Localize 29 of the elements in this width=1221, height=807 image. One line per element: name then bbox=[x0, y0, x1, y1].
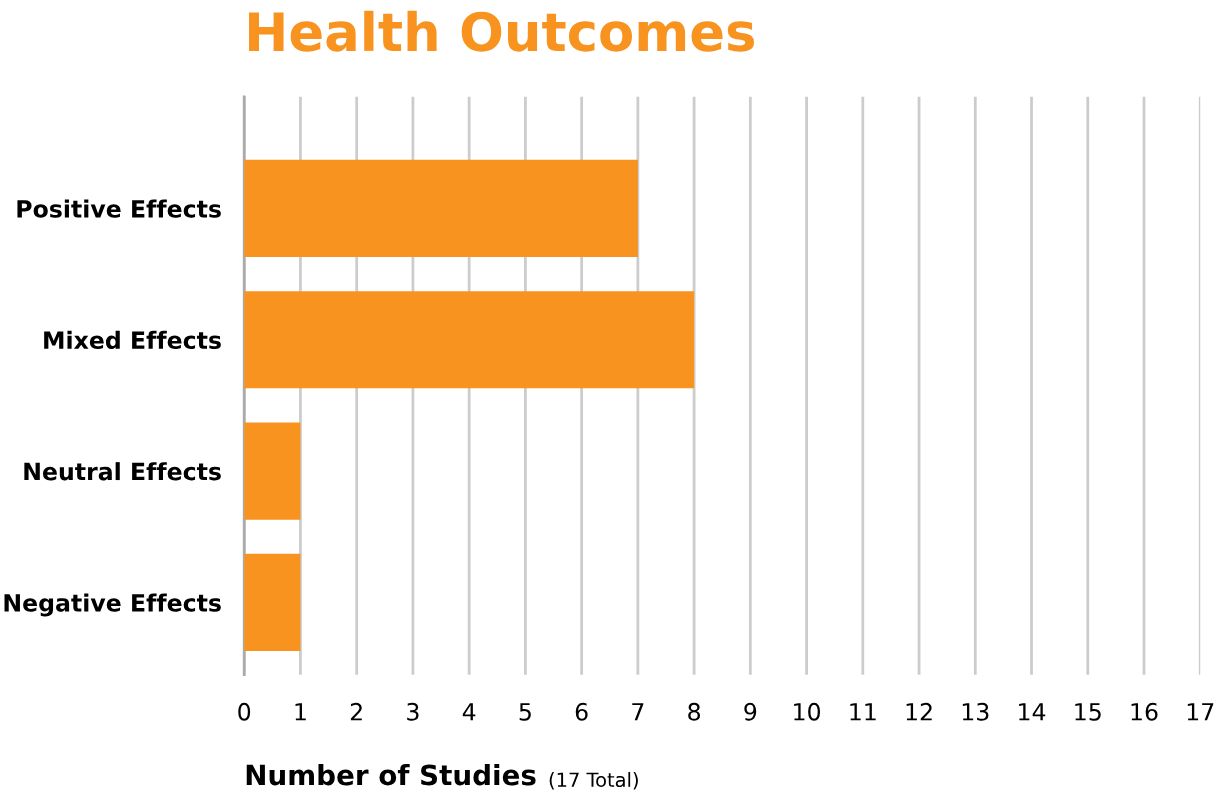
x-tick-label: 10 bbox=[794, 702, 821, 721]
x-tick-label: 6 bbox=[575, 702, 588, 721]
x-axis-title: Number of Studies bbox=[246, 763, 536, 786]
bar bbox=[244, 422, 301, 520]
y-tick-label: Neutral Effects bbox=[24, 462, 221, 481]
x-tick-label: 2 bbox=[350, 702, 362, 721]
x-tick-label: 17 bbox=[1187, 703, 1214, 721]
x-tick-label: 16 bbox=[1131, 702, 1158, 721]
x-tick-label: 14 bbox=[1019, 703, 1046, 721]
y-tick-label: Mixed Effects bbox=[44, 330, 221, 350]
x-tick-label: 1 bbox=[295, 703, 306, 721]
x-tick-label: 9 bbox=[744, 702, 757, 721]
bar bbox=[244, 553, 301, 652]
x-tick-label: 13 bbox=[962, 702, 989, 721]
x-tick-label: 5 bbox=[519, 703, 531, 721]
bar bbox=[244, 159, 638, 258]
text: (17 Total) bbox=[549, 772, 638, 790]
x-tick-label: 11 bbox=[850, 703, 876, 721]
y-tick-label: Negative Effects bbox=[4, 593, 221, 617]
bar bbox=[244, 291, 695, 389]
x-tick-label: 8 bbox=[688, 702, 700, 721]
x-tick-label: 3 bbox=[407, 702, 419, 721]
x-tick-label: 15 bbox=[1075, 703, 1101, 721]
x-tick-label: 4 bbox=[462, 703, 476, 721]
x-tick-label: 7 bbox=[632, 703, 644, 721]
x-tick-label: 12 bbox=[906, 702, 932, 721]
y-tick-label: Positive Effects bbox=[17, 199, 221, 218]
chart-title: Health Outcomes bbox=[249, 10, 754, 52]
x-tick-label: 0 bbox=[238, 702, 251, 721]
